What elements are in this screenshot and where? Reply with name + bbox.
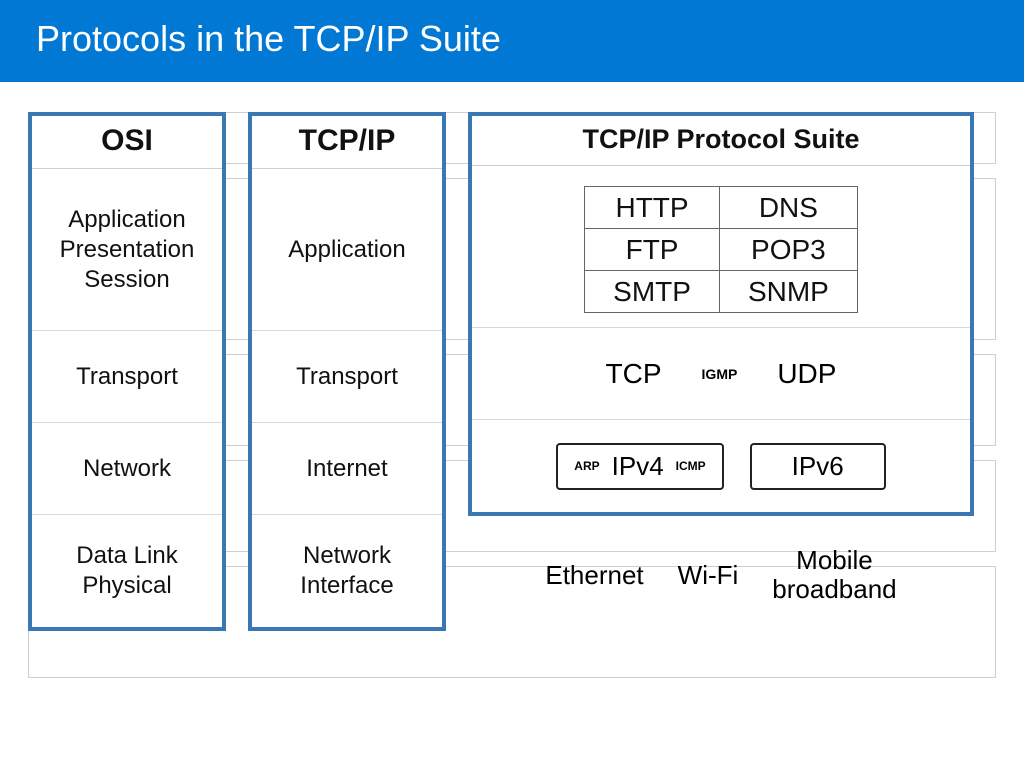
- tcpip-header: TCP/IP: [252, 116, 442, 169]
- tcpip-link-cell: Network Interface: [252, 515, 442, 627]
- osi-link-line2: Physical: [82, 571, 171, 601]
- suite-column: TCP/IP Protocol Suite HTTP DNS FTP POP3 …: [468, 112, 974, 634]
- tcpip-internet-cell: Internet: [252, 423, 442, 515]
- proto-http: HTTP: [585, 187, 720, 229]
- proto-wifi: Wi-Fi: [678, 560, 739, 591]
- proto-icmp: ICMP: [676, 459, 706, 473]
- proto-smtp: SMTP: [585, 271, 720, 313]
- osi-header: OSI: [32, 116, 222, 169]
- tcpip-column: TCP/IP Application Transport Internet Ne…: [248, 112, 446, 631]
- suite-internet-cell: ARP IPv4 ICMP IPv6: [472, 420, 970, 512]
- proto-dns: DNS: [719, 187, 857, 229]
- suite-link-cell: Ethernet Wi-Fi Mobile broadband: [468, 516, 974, 634]
- tcpip-application-cell: Application: [252, 169, 442, 331]
- proto-ftp: FTP: [585, 229, 720, 271]
- osi-link-line1: Data Link: [76, 541, 177, 571]
- tcpip-link-line2: Interface: [300, 571, 393, 601]
- ipv4-box: ARP IPv4 ICMP: [556, 443, 723, 490]
- suite-box: TCP/IP Protocol Suite HTTP DNS FTP POP3 …: [468, 112, 974, 516]
- proto-igmp: IGMP: [702, 366, 738, 382]
- proto-pop3: POP3: [719, 229, 857, 271]
- proto-udp: UDP: [777, 358, 836, 390]
- osi-transport-cell: Transport: [32, 331, 222, 423]
- proto-ipv4: IPv4: [612, 451, 664, 482]
- osi-application-cell: Application Presentation Session: [32, 169, 222, 331]
- table-row: SMTP SNMP: [585, 271, 858, 313]
- proto-snmp: SNMP: [719, 271, 857, 313]
- suite-transport-cell: TCP IGMP UDP: [472, 328, 970, 420]
- proto-mobile-broadband: Mobile broadband: [772, 546, 896, 603]
- osi-link-cell: Data Link Physical: [32, 515, 222, 627]
- diagram-area: OSI Application Presentation Session Tra…: [0, 82, 1024, 654]
- proto-ethernet: Ethernet: [545, 560, 643, 591]
- application-protocols-table: HTTP DNS FTP POP3 SMTP SNMP: [584, 186, 858, 313]
- osi-app-line1: Application: [68, 205, 185, 235]
- table-row: FTP POP3: [585, 229, 858, 271]
- osi-app-line2: Presentation: [60, 235, 195, 265]
- osi-column: OSI Application Presentation Session Tra…: [28, 112, 226, 631]
- osi-app-line3: Session: [84, 265, 169, 295]
- proto-arp: ARP: [574, 459, 599, 473]
- suite-header: TCP/IP Protocol Suite: [472, 116, 970, 166]
- table-row: HTTP DNS: [585, 187, 858, 229]
- tcpip-link-line1: Network: [303, 541, 391, 571]
- page-title: Protocols in the TCP/IP Suite: [0, 0, 1024, 82]
- osi-network-cell: Network: [32, 423, 222, 515]
- tcpip-transport-cell: Transport: [252, 331, 442, 423]
- proto-tcp: TCP: [606, 358, 662, 390]
- suite-application-cell: HTTP DNS FTP POP3 SMTP SNMP: [472, 166, 970, 328]
- ipv6-box: IPv6: [750, 443, 886, 490]
